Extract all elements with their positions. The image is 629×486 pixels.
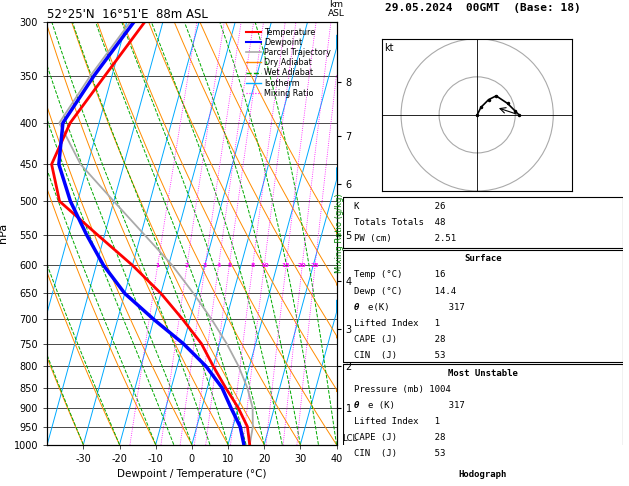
Text: Lifted Index   1: Lifted Index 1	[354, 417, 440, 426]
Text: Hodograph: Hodograph	[459, 470, 507, 479]
Text: Pressure (mb) 1004: Pressure (mb) 1004	[354, 384, 451, 394]
Text: kt: kt	[384, 43, 393, 53]
Text: LCL: LCL	[342, 434, 357, 443]
Text: Lifted Index   1: Lifted Index 1	[354, 319, 440, 328]
Text: PW (cm)        2.51: PW (cm) 2.51	[354, 234, 456, 243]
Text: Surface: Surface	[464, 255, 501, 263]
Text: 5: 5	[227, 263, 231, 268]
Text: 52°25'N  16°51'E  88m ASL: 52°25'N 16°51'E 88m ASL	[47, 8, 208, 21]
Text: 8: 8	[250, 263, 255, 268]
Text: Mixing Ratio (g/kg): Mixing Ratio (g/kg)	[335, 193, 344, 273]
Y-axis label: hPa: hPa	[0, 223, 8, 243]
Text: θ: θ	[354, 401, 359, 410]
Text: e(K)           317: e(K) 317	[368, 303, 465, 312]
Text: Most Unstable: Most Unstable	[448, 368, 518, 378]
Text: Temp (°C)      16: Temp (°C) 16	[354, 271, 445, 279]
Legend: Temperature, Dewpoint, Parcel Trajectory, Dry Adiabat, Wet Adiabat, Isotherm, Mi: Temperature, Dewpoint, Parcel Trajectory…	[245, 26, 333, 99]
Text: km
ASL: km ASL	[328, 0, 345, 17]
Text: 4: 4	[216, 263, 221, 268]
Text: Totals Totals  48: Totals Totals 48	[354, 218, 445, 226]
Text: CIN  (J)       53: CIN (J) 53	[354, 351, 445, 360]
Text: CIN  (J)       53: CIN (J) 53	[354, 449, 445, 458]
Text: K              26: K 26	[354, 202, 445, 210]
Text: θ: θ	[354, 303, 359, 312]
Text: 10: 10	[260, 263, 269, 268]
Text: 3: 3	[203, 263, 208, 268]
Text: 1: 1	[155, 263, 160, 268]
Text: 29.05.2024  00GMT  (Base: 18): 29.05.2024 00GMT (Base: 18)	[385, 3, 581, 14]
Text: CAPE (J)       28: CAPE (J) 28	[354, 433, 445, 442]
Text: 15: 15	[282, 263, 291, 268]
X-axis label: Dewpoint / Temperature (°C): Dewpoint / Temperature (°C)	[117, 469, 267, 479]
Text: 25: 25	[311, 263, 320, 268]
Text: 2: 2	[185, 263, 189, 268]
Text: CAPE (J)       28: CAPE (J) 28	[354, 335, 445, 344]
Text: Dewp (°C)      14.4: Dewp (°C) 14.4	[354, 287, 456, 295]
Text: 20: 20	[298, 263, 306, 268]
Text: e (K)          317: e (K) 317	[368, 401, 465, 410]
